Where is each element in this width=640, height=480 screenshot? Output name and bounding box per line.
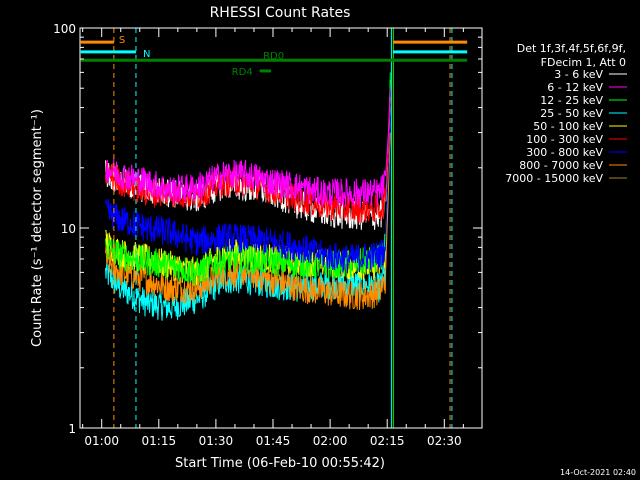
legend-label: 25 - 50 keV [540,107,603,120]
legend-label: 50 - 100 keV [533,120,603,133]
series-line-6-12keV [105,88,391,209]
legend-label: 800 - 7000 keV [519,159,603,172]
axes: 01:00 01:15 01:30 01:45 02:00 02:15 02:30 1 10 10… [53,22,483,448]
legend-header-line-1: Det 1f,3f,4f,5f,6f,9f, [517,42,626,55]
legend-label: 7000 - 15000 keV [505,172,603,185]
footer-timestamp: 14-Oct-2021 02:40 [560,468,636,477]
state-bar-label: RD0 [263,51,284,62]
y-tick-label: 100 [53,22,76,36]
x-tick-label: 01:00 [84,434,119,448]
y-axis-label: Count Rate (s⁻¹ detector segment⁻¹) [30,109,45,347]
legend-label: 6 - 12 keV [547,81,603,94]
series-line-300-800keV [105,107,391,274]
legend-label: 300 - 800 keV [526,146,603,159]
x-tick-label: 02:30 [427,434,462,448]
y-tick-label: 1 [68,422,76,436]
legend-label: 3 - 6 keV [554,68,603,81]
x-tick-label: 02:15 [370,434,405,448]
x-tick-label: 02:00 [313,434,348,448]
x-tick-label: 01:30 [199,434,234,448]
series-line-25-50keV [105,107,391,321]
legend-header-line-2: FDecim 1, Att 0 [541,56,626,69]
legend: Det 1f,3f,4f,5f,6f,9f, FDecim 1, Att 0 3… [505,42,627,185]
state-bar-label: S [119,35,125,46]
x-tick-label: 01:15 [142,434,177,448]
legend-label: 12 - 25 keV [540,94,603,107]
state-bar-label: N [143,49,150,60]
y-tick-label: 10 [61,222,76,236]
state-bar-label: RD4 [232,67,253,78]
x-tick-label: 01:45 [256,434,291,448]
legend-label: 100 - 300 keV [526,133,603,146]
x-axis-label: Start Time (06-Feb-10 00:55:42) [175,456,385,471]
chart-title: RHESSI Count Rates [210,5,351,21]
plot-area: S N RD0 RD4 [80,28,468,428]
